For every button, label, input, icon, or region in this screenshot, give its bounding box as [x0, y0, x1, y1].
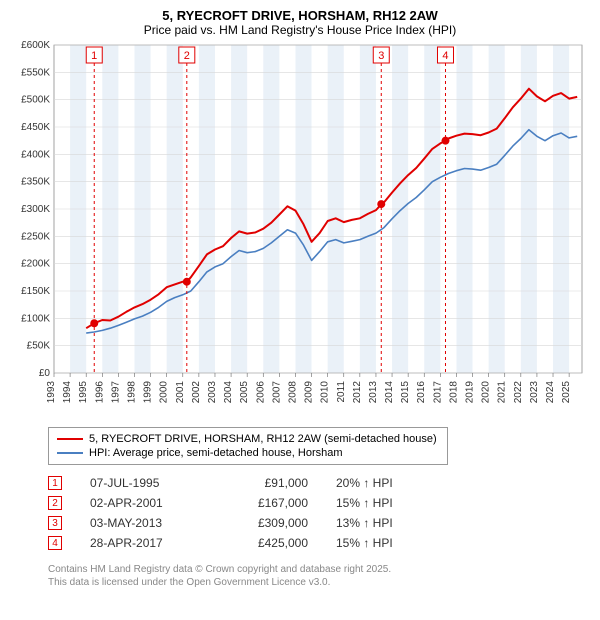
svg-text:2018: 2018 [448, 381, 459, 404]
sale-pct: 13% ↑ HPI [336, 516, 426, 530]
svg-text:2000: 2000 [159, 381, 170, 404]
svg-text:1996: 1996 [94, 381, 105, 404]
svg-text:1997: 1997 [110, 381, 121, 404]
svg-text:£0: £0 [39, 368, 51, 379]
svg-text:2008: 2008 [287, 381, 298, 404]
svg-text:2022: 2022 [513, 381, 524, 404]
table-row: 4 28-APR-2017 £425,000 15% ↑ HPI [48, 533, 590, 553]
footer-line1: Contains HM Land Registry data © Crown c… [48, 563, 590, 576]
title-line2: Price paid vs. HM Land Registry's House … [10, 23, 590, 37]
table-row: 1 07-JUL-1995 £91,000 20% ↑ HPI [48, 473, 590, 493]
svg-text:3: 3 [378, 50, 384, 62]
svg-text:2009: 2009 [304, 381, 315, 404]
svg-text:£150K: £150K [21, 286, 50, 297]
table-row: 2 02-APR-2001 £167,000 15% ↑ HPI [48, 493, 590, 513]
svg-text:£350K: £350K [21, 177, 50, 188]
sale-price: £425,000 [228, 536, 308, 550]
chart-title-block: 5, RYECROFT DRIVE, HORSHAM, RH12 2AW Pri… [10, 8, 590, 37]
svg-text:£400K: £400K [21, 149, 50, 160]
legend-swatch [57, 452, 83, 454]
svg-text:1994: 1994 [62, 381, 73, 404]
svg-text:2004: 2004 [223, 381, 234, 404]
svg-text:2010: 2010 [320, 381, 331, 404]
svg-text:£550K: £550K [21, 67, 50, 78]
svg-text:£200K: £200K [21, 259, 50, 270]
svg-text:2006: 2006 [255, 381, 266, 404]
svg-text:1: 1 [91, 50, 97, 62]
svg-text:£500K: £500K [21, 95, 50, 106]
sale-date: 02-APR-2001 [90, 496, 200, 510]
sale-marker-icon: 1 [48, 476, 62, 490]
svg-text:2020: 2020 [481, 381, 492, 404]
legend: 5, RYECROFT DRIVE, HORSHAM, RH12 2AW (se… [48, 427, 448, 465]
legend-swatch [57, 438, 83, 440]
svg-text:2014: 2014 [384, 381, 395, 404]
price-chart: £0 £50K £100K £150K £200K £250K £300K £350K £400… [10, 41, 590, 421]
sales-table: 1 07-JUL-1995 £91,000 20% ↑ HPI 2 02-APR… [48, 473, 590, 553]
svg-text:2013: 2013 [368, 381, 379, 404]
svg-text:2024: 2024 [545, 381, 556, 404]
sale-date: 07-JUL-1995 [90, 476, 200, 490]
svg-text:2016: 2016 [416, 381, 427, 404]
svg-text:£300K: £300K [21, 204, 50, 215]
svg-text:2017: 2017 [432, 381, 443, 404]
sale-pct: 15% ↑ HPI [336, 536, 426, 550]
legend-item: HPI: Average price, semi-detached house,… [57, 446, 439, 460]
svg-text:2015: 2015 [400, 381, 411, 404]
svg-text:£250K: £250K [21, 231, 50, 242]
svg-text:2012: 2012 [352, 381, 363, 404]
sale-pct: 15% ↑ HPI [336, 496, 426, 510]
svg-text:1998: 1998 [126, 381, 137, 404]
svg-text:2011: 2011 [336, 381, 347, 403]
svg-text:2025: 2025 [561, 381, 572, 404]
table-row: 3 03-MAY-2013 £309,000 13% ↑ HPI [48, 513, 590, 533]
legend-item: 5, RYECROFT DRIVE, HORSHAM, RH12 2AW (se… [57, 432, 439, 446]
svg-text:2002: 2002 [191, 381, 202, 404]
sale-pct: 20% ↑ HPI [336, 476, 426, 490]
svg-text:1995: 1995 [78, 381, 89, 404]
svg-text:4: 4 [442, 50, 448, 62]
title-line1: 5, RYECROFT DRIVE, HORSHAM, RH12 2AW [10, 8, 590, 23]
svg-text:£600K: £600K [21, 41, 50, 51]
sale-marker-icon: 4 [48, 536, 62, 550]
legend-label: 5, RYECROFT DRIVE, HORSHAM, RH12 2AW (se… [89, 433, 437, 445]
svg-text:2: 2 [184, 50, 190, 62]
svg-text:2003: 2003 [207, 381, 218, 404]
svg-text:2007: 2007 [271, 381, 282, 404]
legend-label: HPI: Average price, semi-detached house,… [89, 447, 343, 459]
svg-text:£450K: £450K [21, 122, 50, 133]
sale-price: £167,000 [228, 496, 308, 510]
svg-text:2019: 2019 [465, 381, 476, 404]
svg-text:2005: 2005 [239, 381, 250, 404]
svg-text:1999: 1999 [143, 381, 154, 404]
footer-note: Contains HM Land Registry data © Crown c… [48, 563, 590, 589]
footer-line2: This data is licensed under the Open Gov… [48, 576, 590, 589]
sale-marker-icon: 3 [48, 516, 62, 530]
sale-date: 28-APR-2017 [90, 536, 200, 550]
svg-text:2023: 2023 [529, 381, 540, 404]
svg-text:2001: 2001 [175, 381, 186, 404]
svg-text:1993: 1993 [46, 381, 57, 404]
svg-text:2021: 2021 [497, 381, 508, 404]
sale-marker-icon: 2 [48, 496, 62, 510]
svg-text:£100K: £100K [21, 313, 50, 324]
sale-price: £309,000 [228, 516, 308, 530]
sale-date: 03-MAY-2013 [90, 516, 200, 530]
svg-text:£50K: £50K [27, 341, 51, 352]
sale-price: £91,000 [228, 476, 308, 490]
